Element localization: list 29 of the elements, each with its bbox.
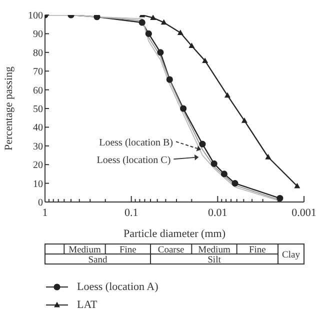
legend-label: LAT bbox=[77, 299, 98, 311]
x-tick-label: 0.01 bbox=[208, 207, 228, 219]
annotation: Loess (location B) bbox=[99, 138, 173, 149]
annotation: Loess (location C) bbox=[96, 155, 171, 166]
text: Medium bbox=[68, 246, 102, 256]
legend-label: Loess (location A) bbox=[77, 281, 158, 293]
y-tick-label: 60 bbox=[33, 85, 43, 96]
y-tick-label: 80 bbox=[33, 48, 43, 59]
text: Coarse bbox=[158, 246, 184, 256]
y-tick-label: 20 bbox=[33, 160, 43, 172]
y-tick-label: 0 bbox=[38, 198, 43, 208]
y-tick-label: 100 bbox=[28, 10, 43, 22]
x-tick-label: 0.1 bbox=[124, 207, 138, 219]
text: Fine bbox=[248, 246, 266, 256]
y-tick-label: 40 bbox=[33, 122, 43, 134]
text: Fine bbox=[119, 246, 136, 256]
y-tick-label: 50 bbox=[33, 104, 43, 115]
y-axis-title: Percentage passing bbox=[3, 66, 15, 150]
text: Clay bbox=[282, 250, 300, 260]
y-tick-label: 90 bbox=[33, 29, 43, 40]
text: Medium bbox=[198, 246, 231, 256]
x-tick-label: 1 bbox=[42, 207, 48, 219]
y-tick-label: 10 bbox=[33, 178, 43, 190]
text: Silt bbox=[208, 256, 222, 266]
x-axis-title: Particle diameter (mm) bbox=[123, 228, 226, 240]
y-tick-label: 30 bbox=[33, 141, 43, 152]
text: Sand bbox=[88, 256, 108, 266]
x-tick-label: 0.001 bbox=[292, 207, 316, 219]
y-tick-label: 70 bbox=[33, 66, 43, 78]
